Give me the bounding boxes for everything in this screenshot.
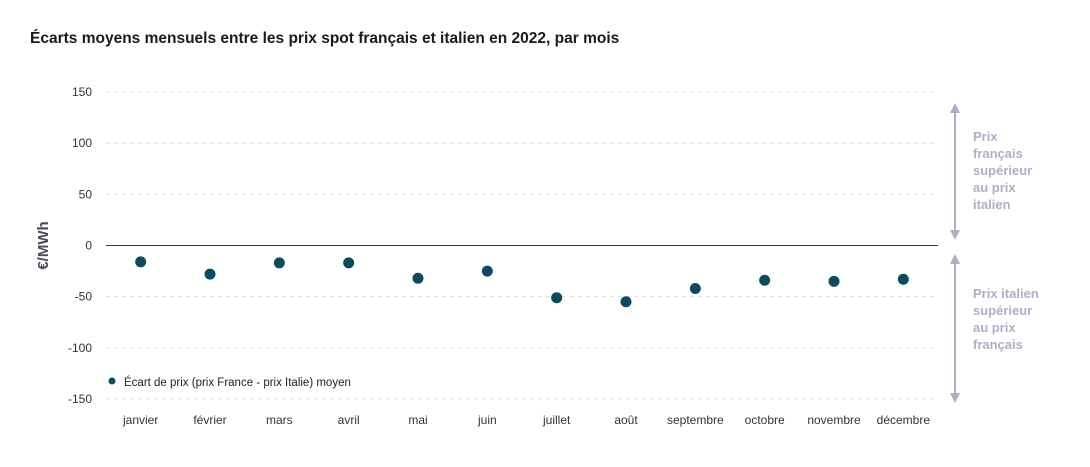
grid-lines	[106, 91, 938, 400]
annotation-text: supérieur	[973, 303, 1032, 318]
x-tick-labels: janvier février mars avril mai juin juillet aoû…	[122, 413, 930, 427]
legend: Écart de prix (prix France - prix Italie…	[108, 376, 351, 389]
annotation-text: au prix	[973, 320, 1016, 335]
x-tick-label: mars	[266, 413, 293, 427]
legend-marker	[108, 377, 116, 385]
y-tick-label: 100	[72, 136, 92, 150]
annotation-arrow-head	[950, 230, 960, 240]
x-tick-label: décembre	[877, 413, 931, 427]
data-point	[481, 265, 493, 277]
data-point	[689, 282, 701, 294]
data-point	[135, 256, 147, 268]
annotation-text: au prix	[973, 180, 1016, 195]
x-tick-label: septembre	[667, 413, 724, 427]
annotation-text: italien	[973, 197, 1011, 212]
data-point	[343, 257, 355, 269]
data-point	[412, 272, 424, 284]
data-point	[620, 296, 632, 308]
annotation-arrow-head	[950, 393, 960, 403]
annotations: Prix français supérieur au prix italien Prix …	[950, 103, 1039, 403]
x-tick-label: novembre	[807, 413, 861, 427]
y-tick-label: 50	[79, 187, 93, 201]
y-tick-labels: 150 100 50 0 -50 -100 -150	[68, 85, 92, 406]
annotation-text: supérieur	[973, 163, 1032, 178]
y-tick-label: -50	[75, 290, 93, 304]
x-tick-label: février	[193, 413, 226, 427]
annotation-text: Prix	[973, 129, 998, 144]
x-tick-label: avril	[338, 413, 360, 427]
y-tick-label: -150	[68, 392, 92, 406]
x-tick-label: octobre	[745, 413, 785, 427]
annotation-arrow-head	[950, 254, 960, 264]
y-axis-label: €/MWh	[35, 221, 52, 269]
x-tick-label: juillet	[542, 413, 571, 427]
y-tick-label: -100	[68, 341, 92, 355]
annotation-text: français	[973, 146, 1023, 161]
x-tick-label: juin	[477, 413, 497, 427]
data-point	[897, 273, 909, 285]
data-point	[551, 292, 563, 304]
chart-title: Écarts moyens mensuels entre les prix sp…	[30, 30, 620, 47]
data-point	[204, 268, 216, 280]
legend-label: Écart de prix (prix France - prix Italie…	[124, 376, 351, 389]
y-tick-label: 0	[85, 239, 92, 253]
x-tick-label: janvier	[122, 413, 158, 427]
data-point	[828, 275, 840, 287]
data-point	[273, 257, 285, 269]
annotation-arrow-head	[950, 103, 960, 113]
x-tick-label: mai	[408, 413, 427, 427]
data-points	[135, 256, 909, 308]
data-point	[759, 274, 771, 286]
annotation-text: Prix italien	[973, 286, 1039, 301]
y-tick-label: 150	[72, 85, 92, 99]
x-tick-label: août	[614, 413, 638, 427]
annotation-text: français	[973, 337, 1023, 352]
